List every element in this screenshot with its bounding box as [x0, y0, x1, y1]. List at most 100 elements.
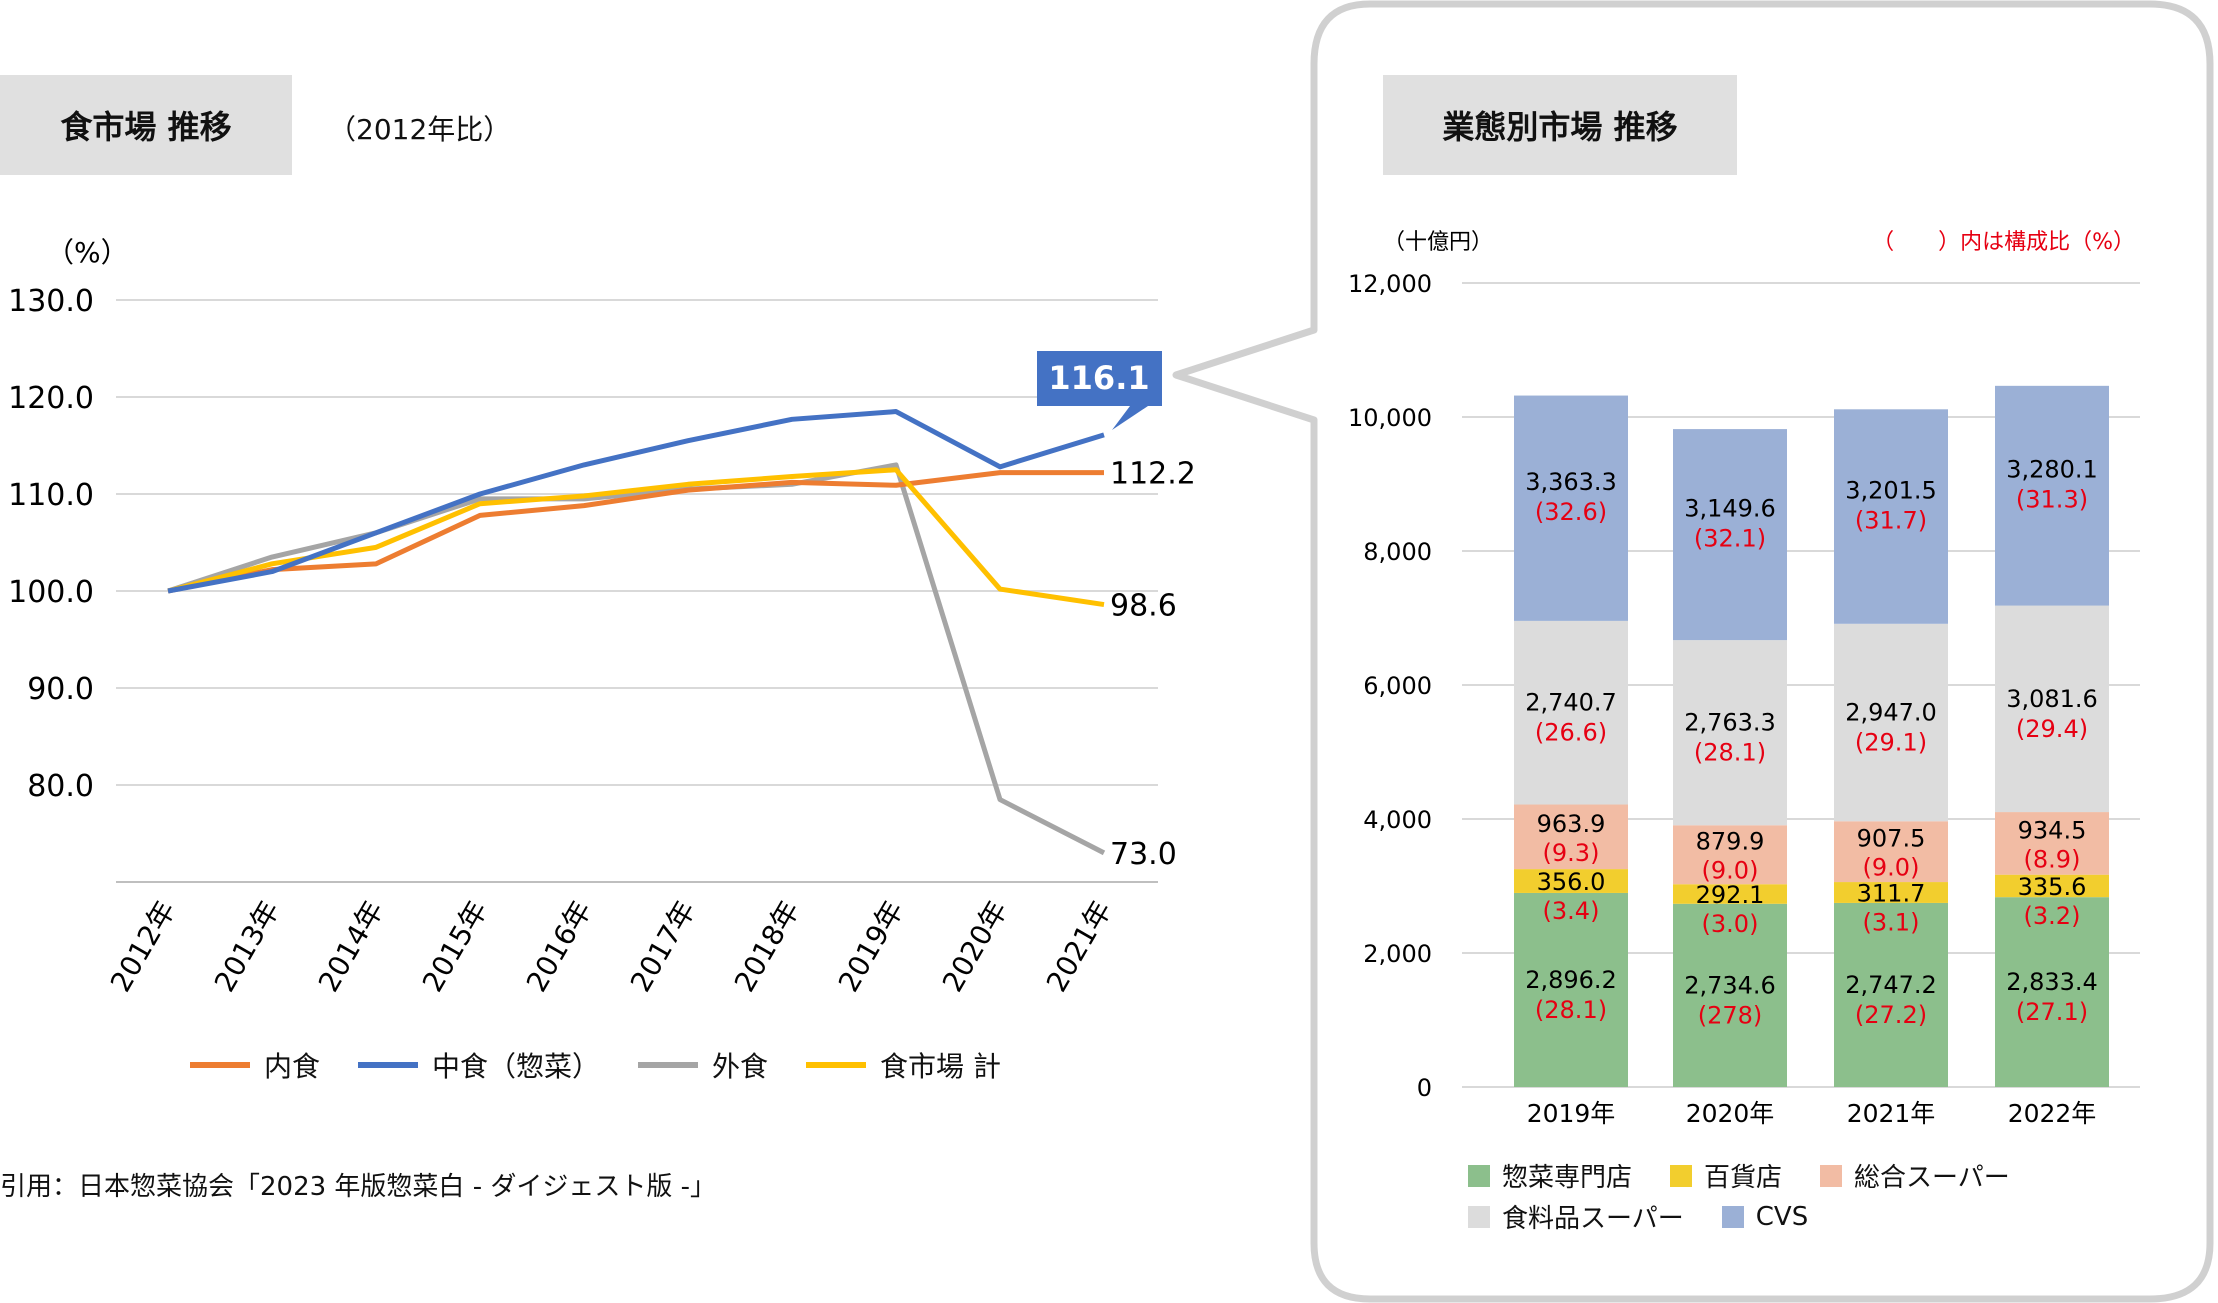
- end-value-label: 73.0: [1110, 837, 1177, 872]
- segment-value-label: 2,833.4: [2006, 968, 2098, 996]
- legend-item: 食市場 計: [806, 1045, 1001, 1085]
- segment-share-label: (32.1): [1694, 525, 1766, 553]
- bar-segment-百貨店: [1995, 874, 2109, 898]
- bar-segment-CVS: [1834, 409, 1948, 624]
- segment-share-label: (27.2): [1855, 1001, 1927, 1029]
- segment-value-label: 963.9: [1537, 810, 1606, 838]
- segment-value-label: 292.1: [1696, 881, 1765, 909]
- x-tick-label: 2013年: [208, 895, 286, 997]
- legend-label: 内食: [264, 1050, 321, 1083]
- callout-value: 116.1: [1048, 359, 1149, 397]
- x-tick-label: 2018年: [728, 895, 806, 997]
- segment-share-label: (31.7): [1855, 507, 1927, 535]
- legend-item: 外食: [638, 1045, 768, 1085]
- legend-swatch: [1468, 1205, 1490, 1228]
- callout-116-1: 116.1: [1037, 351, 1162, 430]
- x-tick-label: 2015年: [416, 895, 494, 997]
- x-tick-label: 2021年: [1040, 895, 1118, 997]
- segment-share-label: (8.9): [2024, 845, 2081, 873]
- segment-share-label: (28.1): [1535, 996, 1607, 1024]
- segment-share-label: (27.1): [2016, 998, 2088, 1026]
- legend-item: 内食: [190, 1045, 320, 1085]
- bar-segment-惣菜専門店: [1995, 897, 2109, 1087]
- segment-value-label: 907.5: [1857, 825, 1926, 853]
- x-tick-label: 2017年: [624, 895, 702, 997]
- bar-segment-食料品スーパー: [1514, 620, 1628, 805]
- legend-label: 百貨店: [1704, 1163, 1783, 1193]
- callout-box: [1037, 351, 1162, 406]
- x-tick-label: 2019年: [832, 895, 910, 997]
- segment-value-label: 3,149.6: [1684, 495, 1776, 523]
- y-tick-label: 100.0: [8, 575, 94, 610]
- bar-chart-legend-row-2: 食料品スーパー CVS: [1468, 1198, 1846, 1235]
- x-tick-label: 2020年: [1686, 1099, 1775, 1128]
- segment-value-label: 335.6: [2018, 873, 2087, 901]
- bar-segment-CVS: [1514, 395, 1628, 621]
- legend-label: CVS: [1755, 1201, 1809, 1232]
- segment-share-label: (9.3): [1543, 839, 1600, 867]
- y-tick-label: 12,000: [1348, 270, 1432, 298]
- segment-share-label: (29.1): [1855, 729, 1927, 757]
- legend-item: 食料品スーパー: [1468, 1198, 1684, 1235]
- legend-swatch: [1670, 1164, 1693, 1187]
- legend-item: CVS: [1721, 1201, 1809, 1232]
- legend-label: 総合スーパー: [1854, 1163, 2010, 1193]
- legend-swatch: [1468, 1164, 1490, 1187]
- segment-share-label: (3.1): [1863, 908, 1920, 936]
- end-value-label: 98.6: [1110, 589, 1177, 624]
- segment-share-label: (31.3): [2016, 486, 2088, 514]
- segment-value-label: 3,081.6: [2006, 685, 2098, 713]
- y-tick-label: 120.0: [8, 381, 94, 416]
- bar-chart-legend-row-1: 惣菜専門店 百貨店 総合スーパー: [1468, 1157, 2048, 1194]
- callout-pointer: [1112, 406, 1148, 430]
- bar-segment-百貨店: [1514, 869, 1628, 893]
- legend-label: 惣菜専門店: [1502, 1163, 1633, 1193]
- bar-segment-食料品スーパー: [1995, 605, 2109, 813]
- legend-label: 外食: [712, 1050, 769, 1083]
- bar-segment-CVS: [1995, 385, 2109, 606]
- y-tick-label: 110.0: [8, 478, 94, 513]
- line-chart-title: 食市場 推移: [0, 75, 292, 175]
- series-line-食市場 計: [167, 467, 1105, 608]
- bar-segment-総合スーパー: [1514, 804, 1628, 870]
- bar-segment-食料品スーパー: [1834, 623, 1948, 822]
- segment-share-label: (278): [1698, 1001, 1763, 1029]
- bar-chart-note: （ ）内は構成比（%）: [1872, 230, 2135, 255]
- legend-label: 食料品スーパー: [1502, 1204, 1684, 1234]
- bar-chart-title: 業態別市場 推移: [1383, 75, 1737, 175]
- legend-swatch: [638, 1062, 699, 1068]
- line-chart: （%） 80.0 90.0 100.0 110.0 120.0 130.0 2012年 2013…: [8, 236, 1196, 997]
- legend-label: 食市場 計: [880, 1050, 1001, 1083]
- segment-value-label: 2,947.0: [1845, 699, 1937, 727]
- segment-value-label: 311.7: [1857, 879, 1926, 907]
- legend-swatch: [190, 1062, 250, 1068]
- x-tick-label: 2021年: [1847, 1099, 1936, 1128]
- y-tick-label: 90.0: [27, 672, 94, 707]
- legend-item: 百貨店: [1670, 1157, 1782, 1194]
- bar-segment-総合スーパー: [1673, 825, 1787, 885]
- series-line-中食（惣菜）: [167, 409, 1105, 594]
- x-tick-label: 2022年: [2008, 1099, 2097, 1128]
- line-chart-subtitle: （2012年比）: [328, 113, 512, 146]
- x-tick-label: 2014年: [312, 895, 390, 997]
- bar-segment-惣菜専門店: [1673, 903, 1787, 1087]
- segment-share-label: (3.2): [2024, 902, 2081, 930]
- line-chart-unit: （%）: [46, 236, 129, 269]
- bar-segment-食料品スーパー: [1673, 640, 1787, 826]
- segment-share-label: (9.0): [1702, 857, 1759, 885]
- bar-segment-百貨店: [1834, 882, 1948, 903]
- x-tick-label: 2016年: [520, 895, 598, 997]
- bar-segment-CVS: [1673, 429, 1787, 641]
- segment-value-label: 3,363.3: [1525, 468, 1617, 496]
- segment-value-label: 934.5: [2018, 816, 2087, 844]
- bar-segment-総合スーパー: [1995, 812, 2109, 875]
- callout-panel-frame: [1172, 0, 2214, 1303]
- bar-segment-百貨店: [1673, 884, 1787, 904]
- segment-value-label: 2,747.2: [1845, 971, 1937, 999]
- series-line-外食: [167, 462, 1106, 856]
- y-tick-label: 130.0: [8, 284, 94, 319]
- segment-share-label: (29.4): [2016, 715, 2088, 743]
- segment-share-label: (32.6): [1535, 498, 1607, 526]
- legend-item: 総合スーパー: [1820, 1157, 2010, 1194]
